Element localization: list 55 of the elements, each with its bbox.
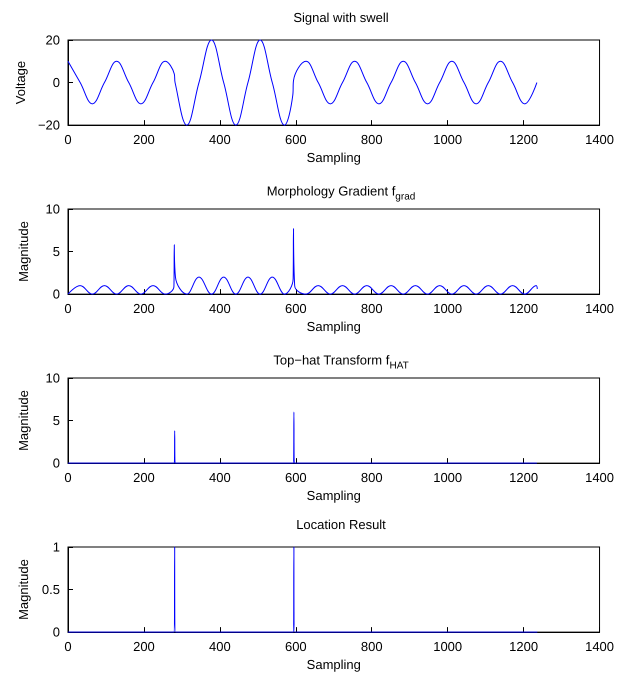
x-tick-label: 200 <box>133 470 155 486</box>
x-tick-label: 600 <box>284 301 307 316</box>
x-tick-label: 200 <box>133 639 155 654</box>
x-tick-label: 1000 <box>433 470 462 486</box>
y-tick-label: 1 <box>52 540 60 554</box>
x-tick-label: 1400 <box>585 301 614 316</box>
x-tick-label: 400 <box>209 639 231 654</box>
x-tick-label: 0 <box>64 470 72 486</box>
x-tick-label: 1200 <box>509 301 538 316</box>
chart-title: Location Result <box>296 517 386 532</box>
y-tick-label: 5 <box>52 413 60 428</box>
x-tick-label: 0 <box>64 639 72 654</box>
y-tick-label: 0 <box>52 75 60 90</box>
y-tick-label: 10 <box>46 370 60 386</box>
x-tick-label: 200 <box>133 301 155 316</box>
x-axis-title: Sampling <box>306 150 361 165</box>
x-tick-label: 800 <box>360 301 383 316</box>
x-tick-label: 600 <box>284 132 307 148</box>
x-tick-label: 1000 <box>433 639 462 654</box>
x-tick-label: 800 <box>360 470 383 486</box>
y-tick-label: 20 <box>46 32 60 48</box>
y-tick-label: 5 <box>52 244 60 260</box>
x-tick-label: 1200 <box>509 470 538 486</box>
y-axis-title: Voltage <box>13 60 28 104</box>
x-axis-title: Sampling <box>306 488 361 503</box>
x-tick-label: 1400 <box>585 132 614 148</box>
x-tick-label: 600 <box>284 639 307 654</box>
x-tick-label: 1400 <box>585 470 614 486</box>
line-series <box>68 40 538 126</box>
y-axis-title: Magnitude <box>16 390 31 451</box>
x-tick-label: 1400 <box>585 639 614 654</box>
y-tick-label: 0 <box>52 456 60 471</box>
y-tick-label: −20 <box>38 118 60 133</box>
y-tick-label: 0.5 <box>42 582 60 598</box>
y-tick-label: 0 <box>52 624 60 640</box>
x-tick-label: 800 <box>360 132 383 148</box>
y-tick-label: 10 <box>46 202 60 216</box>
y-axis-title: Magnitude <box>16 559 31 620</box>
x-tick-label: 800 <box>360 639 383 654</box>
y-tick-label: 0 <box>52 286 60 302</box>
x-tick-label: 0 <box>64 132 72 148</box>
x-tick-label: 200 <box>133 132 155 148</box>
x-axis-title: Sampling <box>306 319 361 334</box>
x-tick-label: 1000 <box>433 132 462 148</box>
x-tick-label: 1000 <box>433 301 462 316</box>
x-tick-label: 1200 <box>509 132 538 148</box>
x-axis-title: Sampling <box>306 657 361 672</box>
x-tick-label: 1200 <box>509 639 538 654</box>
x-tick-label: 400 <box>209 132 231 148</box>
x-tick-label: 0 <box>64 301 72 316</box>
x-tick-label: 400 <box>209 301 231 316</box>
x-tick-label: 400 <box>209 470 231 486</box>
x-tick-label: 600 <box>284 470 307 486</box>
chart-title: Signal with swell <box>293 10 389 25</box>
y-axis-title: Magnitude <box>16 221 31 282</box>
